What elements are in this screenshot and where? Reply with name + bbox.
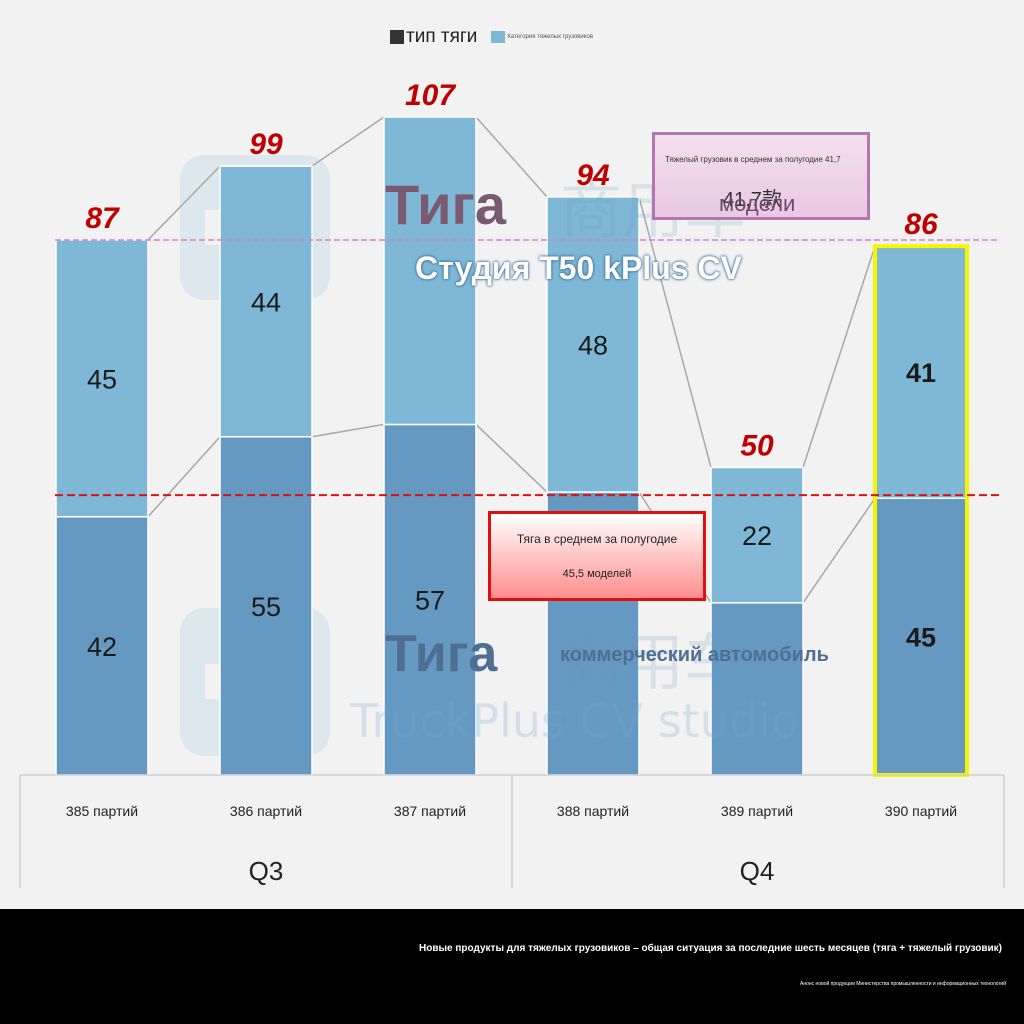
category-label-4: 388 партий xyxy=(557,803,629,819)
connector-top-2 xyxy=(311,116,385,167)
footer-source: Анонс новой продукции Министерства промы… xyxy=(800,981,1006,987)
connector-mid-1 xyxy=(147,436,221,518)
category-label-1: 385 партий xyxy=(66,803,138,819)
category-label-6: 390 партий xyxy=(885,803,957,819)
legend-swatch-heavy xyxy=(491,31,506,43)
bar-heavy-5 xyxy=(710,466,804,604)
connector-top-3 xyxy=(475,116,548,198)
label-traction-6: 45 xyxy=(906,623,936,653)
total-label-1: 87 xyxy=(85,202,120,235)
connector-mid-2 xyxy=(311,423,385,438)
heavy-average-box: Тяжелый грузовик в среднем за полугодие … xyxy=(652,132,870,220)
legend-item-traction: тип тяги xyxy=(390,26,477,48)
bar-traction-6 xyxy=(874,497,968,776)
legend-label-traction: тип тяги xyxy=(406,26,478,47)
footer-title: Новые продукты для тяжелых грузовиков – … xyxy=(419,943,1002,954)
traction-average-text: Тяга в среднем за полугодие xyxy=(516,532,678,546)
bars-layer xyxy=(55,116,969,778)
connector-top-5 xyxy=(802,245,876,468)
traction-average-value: 45,5 моделей xyxy=(562,568,632,580)
bottom-subtitle: коммерческий автомобиль xyxy=(560,644,829,666)
label-heavy-6: 41 xyxy=(906,358,936,388)
legend-swatch-traction xyxy=(390,30,404,44)
legend-item-heavy: Категория тяжелых грузовиков xyxy=(491,31,593,43)
stacked-bar-chart: 42 45 87 55 44 99 57 107 48 94 22 50 45 41 86 385 парт… xyxy=(19,79,1005,888)
label-traction-3: 57 xyxy=(415,586,445,616)
traction-average-box: Тяга в среднем за полугодие 45,5 моделей xyxy=(488,511,706,601)
total-label-6: 86 xyxy=(904,208,938,241)
total-label-4: 94 xyxy=(576,159,610,192)
label-heavy-2: 44 xyxy=(251,287,281,317)
connector-top-4 xyxy=(638,196,712,468)
connector-mid-3 xyxy=(475,423,548,493)
footer-bar: Новые продукты для тяжелых грузовиков – … xyxy=(0,909,1024,1024)
group-label-q4: Q4 xyxy=(740,856,775,886)
total-label-2: 99 xyxy=(249,128,283,161)
heavy-average-text: Тяжелый грузовик в среднем за полугодие … xyxy=(665,155,841,164)
category-label-3: 387 партий xyxy=(394,803,466,819)
legend-label-heavy: Категория тяжелых грузовиков xyxy=(507,34,594,40)
bottom-title: Тига xyxy=(385,625,498,683)
label-traction-2: 55 xyxy=(251,592,281,622)
bar-traction-1 xyxy=(55,515,149,776)
legend: тип тяги Категория тяжелых грузовиков xyxy=(390,26,593,48)
watermark-cn-bottom: 商用车 xyxy=(560,626,747,699)
label-traction-1: 42 xyxy=(87,632,117,662)
connector-top-1 xyxy=(147,165,221,241)
bar-heavy-2 xyxy=(219,165,313,438)
group-label-q3: Q3 xyxy=(249,856,284,886)
label-heavy-1: 45 xyxy=(87,364,117,394)
category-label-2: 386 партий xyxy=(230,803,302,819)
category-label-5: 389 партий xyxy=(721,803,793,819)
labels-layer: 42 45 87 55 44 99 57 107 48 94 22 50 45 41 86 xyxy=(85,79,938,662)
label-heavy-4: 48 xyxy=(578,331,608,361)
watermark-en-bottom: TruckPlus CV studio xyxy=(350,694,800,748)
total-label-5: 50 xyxy=(740,430,774,463)
top-subtitle: Студия T50 kPlus CV xyxy=(415,250,742,286)
bar-heavy-3 xyxy=(383,116,477,426)
bar-heavy-4 xyxy=(546,196,640,493)
reference-lines xyxy=(55,239,1000,497)
heavy-average-models: модели xyxy=(719,191,796,216)
heavy-average-value: 41,7款 xyxy=(723,189,782,211)
total-label-3: 107 xyxy=(405,79,456,112)
category-axis: 385 партий 386 партий 387 партий 388 партий… xyxy=(19,774,1005,888)
top-title: Тига xyxy=(385,173,506,236)
label-heavy-5: 22 xyxy=(742,521,772,551)
connector-mid-5 xyxy=(802,497,876,604)
